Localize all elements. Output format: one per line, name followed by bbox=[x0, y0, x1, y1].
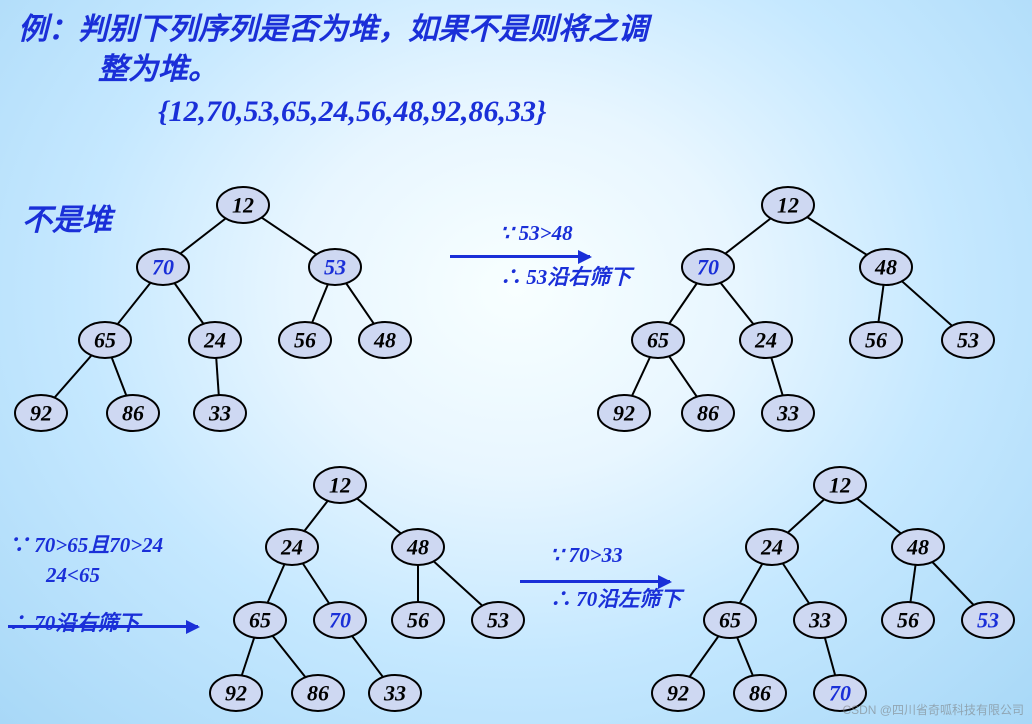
tree-node-label: 12 bbox=[829, 473, 851, 498]
tree-node: 92 bbox=[598, 395, 650, 431]
tree-node-label: 86 bbox=[749, 681, 771, 706]
tree-node-label: 53 bbox=[324, 255, 346, 280]
title-line2: 整为堆。 bbox=[18, 50, 1014, 90]
tree-node-label: 65 bbox=[647, 328, 669, 353]
tree-node: 48 bbox=[392, 529, 444, 565]
tree-node-label: 12 bbox=[777, 193, 799, 218]
tree-node-label: 92 bbox=[30, 401, 52, 426]
tree-node: 56 bbox=[882, 602, 934, 638]
tree-node: 70 bbox=[682, 249, 734, 285]
tree-node-label: 56 bbox=[407, 608, 429, 633]
tree-node: 24 bbox=[740, 322, 792, 358]
tree-node: 86 bbox=[682, 395, 734, 431]
title-sequence: {12,70,53,65,24,56,48,92,86,33} bbox=[18, 90, 1014, 134]
tree-node-label: 24 bbox=[280, 535, 303, 560]
tree-node-label: 33 bbox=[776, 401, 799, 426]
tree-node-label: 65 bbox=[249, 608, 271, 633]
title-text-1: 判别下列序列是否为堆，如果不是则将之调 bbox=[78, 13, 648, 46]
tree-node: 53 bbox=[962, 602, 1014, 638]
tree-node: 12 bbox=[762, 187, 814, 223]
tree-node: 33 bbox=[762, 395, 814, 431]
tree-node: 24 bbox=[189, 322, 241, 358]
tree-node-label: 33 bbox=[208, 401, 231, 426]
title-line1: 例：判别下列序列是否为堆，如果不是则将之调 bbox=[18, 10, 1014, 50]
tree-node: 86 bbox=[292, 675, 344, 711]
step2-text: ∵ 70>65且70>24 24<65 ∴ 70沿右筛下 bbox=[8, 530, 163, 638]
tree-node-label: 86 bbox=[307, 681, 329, 706]
tree-node: 92 bbox=[652, 675, 704, 711]
tree-node-label: 56 bbox=[865, 328, 887, 353]
tree-node-label: 92 bbox=[225, 681, 247, 706]
tree-node: 12 bbox=[217, 187, 269, 223]
tree-node-label: 92 bbox=[613, 401, 635, 426]
tree-node-label: 48 bbox=[406, 535, 429, 560]
tree-node: 92 bbox=[210, 675, 262, 711]
tree-node: 65 bbox=[704, 602, 756, 638]
tree-node: 65 bbox=[234, 602, 286, 638]
tree-node-label: 92 bbox=[667, 681, 689, 706]
tree-node: 12 bbox=[814, 467, 866, 503]
tree-node-label: 86 bbox=[697, 401, 719, 426]
tree-node-label: 48 bbox=[874, 255, 897, 280]
tree-node-label: 12 bbox=[232, 193, 254, 218]
tree-node-label: 33 bbox=[808, 608, 831, 633]
tree-node-label: 86 bbox=[122, 401, 144, 426]
tree-node-label: 53 bbox=[977, 608, 999, 633]
tree-node: 92 bbox=[15, 395, 67, 431]
watermark: CSDN @四川省奇呱科技有限公司 bbox=[842, 701, 1024, 718]
tree-node: 70 bbox=[137, 249, 189, 285]
tree-node: 24 bbox=[266, 529, 318, 565]
tree-node-label: 48 bbox=[906, 535, 929, 560]
tree-node: 53 bbox=[472, 602, 524, 638]
tree-node: 53 bbox=[309, 249, 361, 285]
tree-4: 12244865335653928670 bbox=[680, 460, 1032, 724]
tree-node: 12 bbox=[314, 467, 366, 503]
tree-node-label: 48 bbox=[373, 328, 396, 353]
tree-1: 12 70 53 65 24 56 48 92 86 33 bbox=[5, 180, 435, 450]
tree-node-label: 12 bbox=[329, 473, 351, 498]
tree-node-label: 70 bbox=[152, 255, 174, 280]
tree-node: 33 bbox=[194, 395, 246, 431]
tree-node-label: 53 bbox=[487, 608, 509, 633]
tree-node-label: 24 bbox=[760, 535, 783, 560]
tree-node-label: 70 bbox=[329, 608, 351, 633]
tree-node: 33 bbox=[794, 602, 846, 638]
tree-node-label: 70 bbox=[697, 255, 719, 280]
tree-node: 65 bbox=[632, 322, 684, 358]
tree-node-label: 24 bbox=[754, 328, 777, 353]
tree-node: 24 bbox=[746, 529, 798, 565]
title-block: 例：判别下列序列是否为堆，如果不是则将之调 整为堆。 {12,70,53,65,… bbox=[18, 10, 1014, 134]
tree-node: 56 bbox=[850, 322, 902, 358]
tree-node: 86 bbox=[734, 675, 786, 711]
tree-node-label: 33 bbox=[383, 681, 406, 706]
tree-node: 48 bbox=[860, 249, 912, 285]
tree-3: 12 24 48 65 70 56 53 92 86 33 bbox=[200, 460, 630, 724]
tree-node-label: 56 bbox=[897, 608, 919, 633]
title-prefix: 例： bbox=[18, 13, 78, 46]
tree-node: 48 bbox=[359, 322, 411, 358]
tree-node-label: 65 bbox=[94, 328, 116, 353]
tree-node-label: 56 bbox=[294, 328, 316, 353]
tree-node: 53 bbox=[942, 322, 994, 358]
tree-node-label: 53 bbox=[957, 328, 979, 353]
step2-cond: ∵ 70>65且70>24 bbox=[8, 530, 163, 560]
tree-node-label: 24 bbox=[203, 328, 226, 353]
tree-node: 86 bbox=[107, 395, 159, 431]
tree-node: 56 bbox=[392, 602, 444, 638]
tree-2: 12 70 48 65 24 56 53 92 86 33 bbox=[588, 180, 1018, 450]
tree-node-label: 65 bbox=[719, 608, 741, 633]
tree-node: 65 bbox=[79, 322, 131, 358]
tree-node: 70 bbox=[314, 602, 366, 638]
step2-cond2: 24<65 bbox=[8, 560, 163, 590]
tree-node: 33 bbox=[369, 675, 421, 711]
tree-node: 48 bbox=[892, 529, 944, 565]
step2-act: ∴ 70沿右筛下 bbox=[8, 608, 163, 638]
tree-node: 56 bbox=[279, 322, 331, 358]
